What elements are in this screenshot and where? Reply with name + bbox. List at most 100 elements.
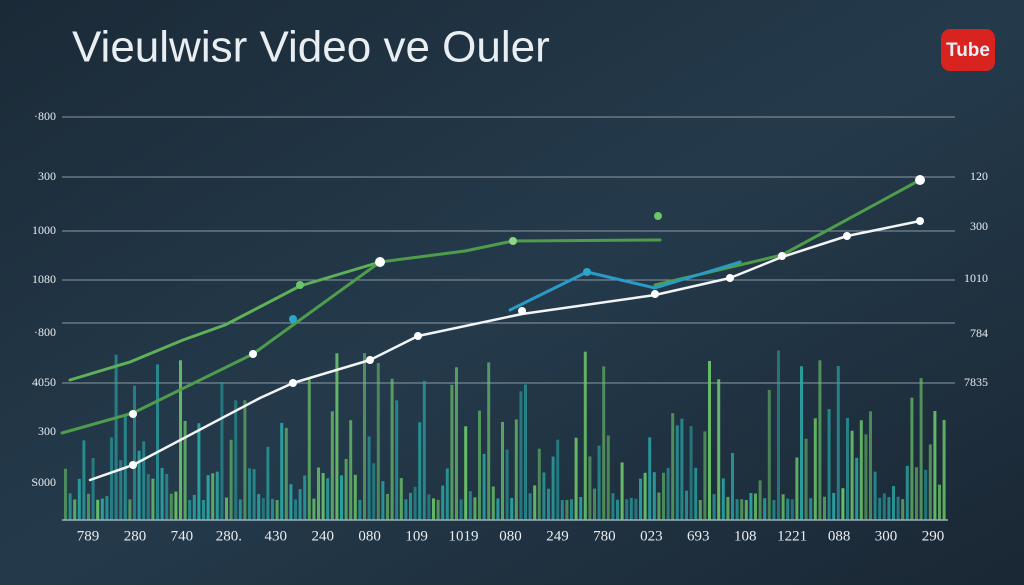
bar [146,474,150,520]
bar [809,498,813,520]
bar [367,436,371,520]
bar [77,478,81,520]
dot [366,356,374,364]
bar [864,434,868,520]
bars [64,350,946,520]
bar [896,496,900,520]
bar [675,425,679,520]
green-line-upper [68,260,382,382]
bar [685,490,688,520]
bar [215,471,219,520]
bar [114,354,118,520]
bar [229,439,233,520]
bar [800,366,803,520]
bar [583,351,587,520]
labels: ·800 300 1000 1080 ·800 4050 300 S000 120 300 1010… [31,109,988,545]
bar [505,449,509,520]
bar [882,493,886,520]
bar [326,478,330,520]
bar [823,496,826,520]
bar [344,458,348,520]
bar [836,366,840,520]
bar [234,400,238,520]
bar [317,467,320,520]
bar [386,493,389,520]
bar [441,485,445,520]
bar [307,379,311,520]
bottom-label: 249 [546,528,569,544]
bar [510,497,514,520]
bottom-label: 430 [265,528,288,544]
bottom-label: 740 [171,528,194,544]
bar [459,499,463,520]
bar [537,448,541,520]
bar [708,360,711,520]
bar [597,445,601,520]
bar [919,378,923,520]
bar [625,499,629,520]
bar [206,475,210,520]
bar [413,486,417,520]
bar [243,400,247,520]
bar [818,360,822,520]
bar [694,467,698,520]
bar [220,382,224,520]
bar [878,497,882,520]
bar [409,492,412,520]
bar [225,497,228,520]
bar [634,498,638,520]
bar [519,391,523,520]
bar [662,472,665,520]
dot [129,410,137,418]
bar [169,493,173,520]
bar [96,499,100,520]
bottom-label: 088 [828,528,851,544]
bottom-label: 080 [358,528,381,544]
bar [151,478,155,520]
logo-badge [941,29,995,71]
bar [422,380,426,520]
bar [137,450,141,520]
bottom-label: 240 [311,528,334,544]
bottom-label: 280. [216,528,242,544]
bar [73,499,77,520]
bar [68,493,72,520]
bar [87,493,90,520]
bar [284,427,288,520]
bar [542,472,546,520]
bar [473,497,477,520]
left-axis-label: 1080 [32,272,56,286]
bar [183,420,187,520]
left-axis-label: 4050 [32,375,56,389]
bar [363,353,366,520]
bar [202,499,205,520]
bar [735,499,739,520]
bar [547,488,550,520]
grid [62,116,955,384]
bottom-label: 109 [405,528,428,544]
bar [942,419,946,520]
bottom-label: 300 [875,528,898,544]
bar [257,494,261,520]
bar [763,498,767,520]
bar [514,419,518,520]
bar [174,491,178,520]
bar [528,493,532,520]
bar [850,430,854,520]
bar [905,465,909,520]
dot [726,274,734,282]
right-axis-label: 1010 [964,271,988,285]
dot [289,379,297,387]
bar [606,435,610,520]
bar [841,488,845,520]
bar [192,494,196,520]
bar [698,499,702,520]
bar [266,446,270,520]
bar [128,499,132,520]
bar [312,498,316,520]
bar [726,496,730,520]
bar [869,411,872,520]
bar [915,467,918,520]
bar [248,468,251,520]
